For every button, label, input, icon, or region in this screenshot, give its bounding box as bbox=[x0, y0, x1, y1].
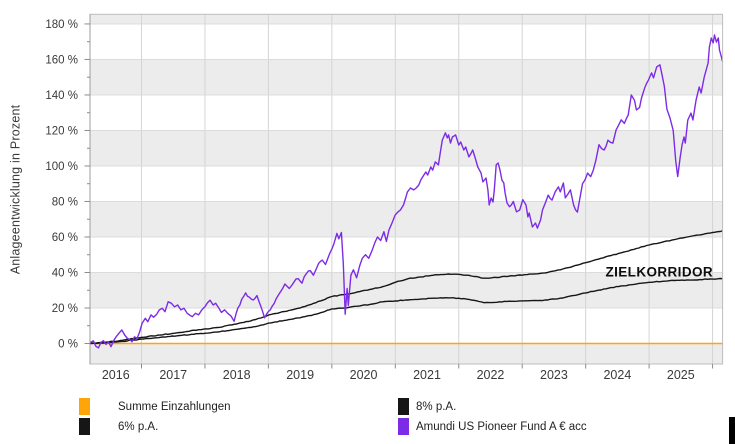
series-fund bbox=[90, 34, 723, 349]
svg-text:20 %: 20 % bbox=[52, 303, 78, 315]
svg-text:2018: 2018 bbox=[223, 368, 251, 382]
legend-item-fund: Amundi US Pioneer Fund A € acc bbox=[398, 418, 587, 435]
svg-text:160 %: 160 % bbox=[45, 54, 78, 66]
svg-text:100 %: 100 % bbox=[45, 161, 78, 173]
y-axis-ticks bbox=[84, 23, 90, 344]
svg-text:40 %: 40 % bbox=[52, 267, 78, 279]
grid-vertical bbox=[141, 14, 714, 364]
legend-swatch-fund bbox=[398, 418, 409, 435]
series-8-percent bbox=[90, 230, 723, 345]
legend-swatch-8-percent bbox=[398, 398, 409, 415]
svg-text:2025: 2025 bbox=[667, 368, 695, 382]
legend-item-summe-einzahlungen: Summe Einzahlungen bbox=[79, 398, 231, 415]
legend-label-6-percent: 6% p.A. bbox=[118, 420, 159, 433]
svg-text:120 %: 120 % bbox=[45, 125, 78, 137]
plot-bands bbox=[90, 14, 723, 364]
svg-text:2021: 2021 bbox=[413, 368, 441, 382]
y-tick-labels: 0 % 20 % 40 % 60 % 80 % 100 % 120 % 140 % 160 % 1… bbox=[45, 19, 78, 351]
svg-text:140 %: 140 % bbox=[45, 90, 78, 102]
series-6-percent bbox=[90, 277, 723, 345]
svg-text:80 %: 80 % bbox=[52, 196, 78, 208]
svg-text:2017: 2017 bbox=[159, 368, 187, 382]
legend-label-fund: Amundi US Pioneer Fund A € acc bbox=[416, 420, 587, 433]
svg-text:2020: 2020 bbox=[350, 368, 378, 382]
black-corner-mark bbox=[729, 417, 735, 444]
svg-text:180 %: 180 % bbox=[45, 19, 78, 31]
svg-text:2022: 2022 bbox=[477, 368, 505, 382]
legend-label-summe-einzahlungen: Summe Einzahlungen bbox=[118, 400, 231, 413]
y-axis-title: Anlageentwicklung in Prozent bbox=[8, 104, 23, 275]
svg-text:60 %: 60 % bbox=[52, 232, 78, 244]
legend-item-8-percent: 8% p.A. bbox=[398, 398, 456, 415]
x-tick-labels: 2016 2017 2018 2019 2020 2021 2022 2023 2024 2025 bbox=[102, 368, 695, 382]
x-axis-ticks bbox=[141, 364, 714, 369]
svg-text:2019: 2019 bbox=[286, 368, 314, 382]
legend-item-6-percent: 6% p.A. bbox=[79, 418, 158, 435]
svg-text:2023: 2023 bbox=[540, 368, 568, 382]
legend-swatch-6-percent bbox=[79, 418, 90, 435]
svg-text:0 %: 0 % bbox=[58, 339, 78, 351]
svg-text:2024: 2024 bbox=[603, 368, 631, 382]
legend-swatch-summe-einzahlungen bbox=[79, 398, 90, 415]
zielkorridor-label: ZIELKORRIDOR bbox=[605, 264, 714, 280]
legend-label-8-percent: 8% p.A. bbox=[416, 400, 457, 413]
svg-text:2016: 2016 bbox=[102, 368, 130, 382]
